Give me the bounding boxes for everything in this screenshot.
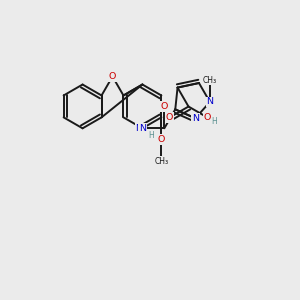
Text: O: O: [160, 102, 168, 111]
Text: H: H: [148, 131, 154, 140]
Text: N: N: [206, 98, 213, 106]
Text: O: O: [204, 113, 211, 122]
Text: N: N: [139, 124, 146, 133]
Text: CH₃: CH₃: [154, 157, 168, 166]
Text: CH₃: CH₃: [203, 76, 217, 85]
Text: O: O: [109, 72, 116, 81]
Text: O: O: [158, 135, 165, 144]
Text: H: H: [211, 118, 217, 127]
Text: N: N: [192, 114, 199, 123]
Text: O: O: [166, 113, 173, 122]
Text: N: N: [135, 124, 142, 133]
